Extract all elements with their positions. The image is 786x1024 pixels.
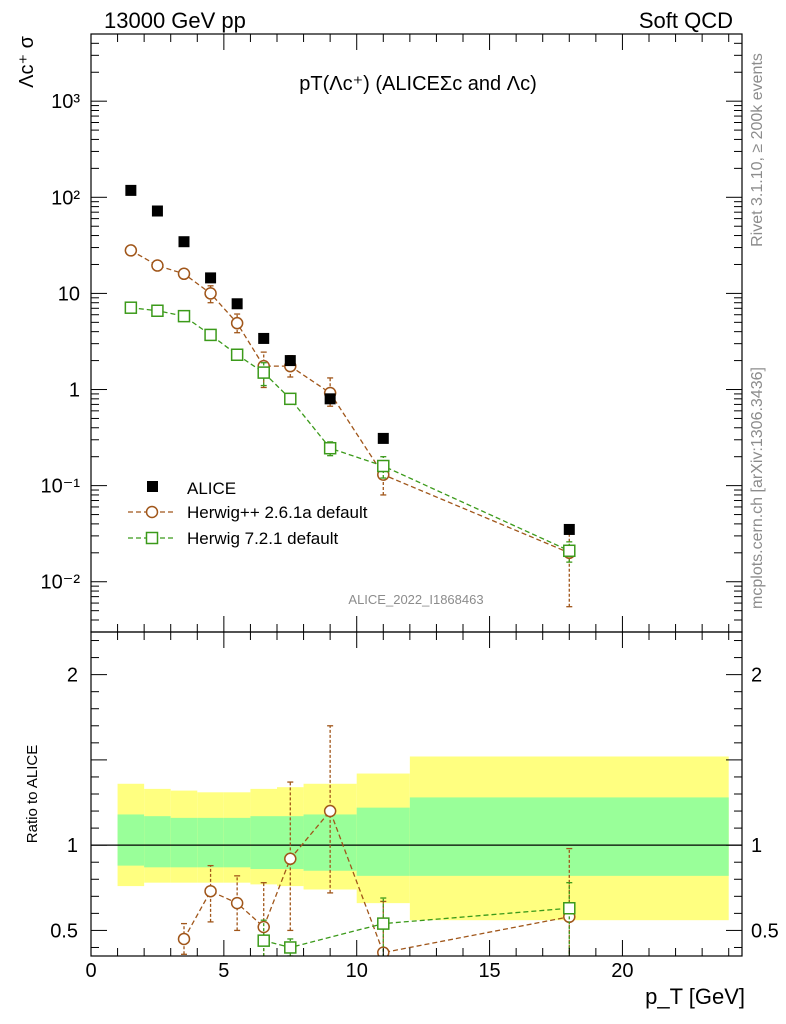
y-tick-label: 10 <box>58 283 80 305</box>
herwigpp-point <box>230 316 244 330</box>
herwig7-ratio-point <box>563 902 576 915</box>
y-tick-label: 10² <box>51 187 80 209</box>
x-tick-label: 15 <box>478 960 500 982</box>
herwig7-point <box>377 459 390 473</box>
main-plot: 10⁻² 10⁻¹ 1 10 10² 10³ pT(Λc⁺) (ALICEΣc and Λ… <box>16 33 743 633</box>
alice-point <box>324 393 336 405</box>
herwig7-ratio-point <box>257 934 270 947</box>
header-right: Soft QCD <box>639 8 733 33</box>
herwig7-point <box>204 328 217 342</box>
x-axis-label: p_T [GeV] <box>645 984 745 1009</box>
herwig7-line <box>130 307 570 552</box>
side-text-rivet: Rivet 3.1.10, ≥ 200k events <box>749 53 766 247</box>
y-tick-label: 1 <box>69 380 80 402</box>
herwigpp-ratio-point <box>204 884 217 898</box>
herwig7-ratio-point <box>284 941 297 954</box>
main-y-axis-label: Λc⁺ σ <box>16 35 38 87</box>
herwigpp-point <box>151 259 164 272</box>
x-tick-label: 5 <box>218 960 229 982</box>
y-tick-label-right: 2 <box>751 665 762 687</box>
herwig7-ratio-point <box>377 917 390 930</box>
herwig7-point <box>323 441 337 455</box>
x-tick-label: 20 <box>611 960 633 982</box>
y-tick-label: 2 <box>67 665 78 687</box>
x-tick-label: 10 <box>346 960 368 982</box>
x-tick-label: 0 <box>85 960 96 982</box>
herwig7-point <box>230 348 244 362</box>
legend-marker-alice <box>147 481 158 492</box>
alice-point <box>377 432 389 444</box>
watermark: ALICE_2022_I1868463 <box>348 592 483 607</box>
uncertainty-band-green <box>197 817 224 868</box>
uncertainty-band-green <box>409 797 729 876</box>
legend-marker-herwigpp <box>145 505 159 519</box>
herwig7-point <box>124 301 138 314</box>
legend-label-alice: ALICE <box>187 479 236 498</box>
y-tick-label: 1 <box>67 835 78 857</box>
herwig7-point <box>151 304 164 318</box>
alice-point <box>205 272 217 284</box>
herwig7-point <box>257 366 270 379</box>
legend-marker-herwig7 <box>145 531 159 545</box>
ratio-plot: 0 5 10 15 20 0.5 0.5 1 1 2 2 Ratio to ALICE p_T [G… <box>24 631 779 1009</box>
alice-point <box>178 236 190 248</box>
legend-label-herwigpp: Herwig++ 2.6.1a default <box>187 503 368 522</box>
y-tick-label-right: 0.5 <box>751 920 779 942</box>
alice-point <box>563 523 575 535</box>
y-tick-label: 10⁻² <box>41 572 81 594</box>
uncertainty-band-green <box>356 807 410 876</box>
herwig7-ratio-line <box>263 907 570 949</box>
herwig7-point <box>563 544 576 558</box>
herwigpp-point <box>204 287 217 300</box>
side-text-mcplots: mcplots.cern.ch [arXiv:1306.3436] <box>749 367 766 609</box>
legend: ALICE Herwig++ 2.6.1a default Herwig 7.2.1… <box>128 479 368 548</box>
ratio-y-axis-label: Ratio to ALICE <box>24 745 41 843</box>
uncertainty-band-green <box>223 817 251 868</box>
uncertainty-band-green <box>170 817 198 868</box>
y-tick-label-right: 1 <box>751 835 762 857</box>
herwigpp-ratio-point <box>230 896 244 910</box>
uncertainty-band-green <box>144 816 171 868</box>
uncertainty-band-green <box>250 816 277 870</box>
herwigpp-point <box>124 244 138 257</box>
herwig7-point <box>284 392 297 406</box>
alice-point <box>258 332 270 344</box>
herwigpp-ratio-point <box>177 932 191 946</box>
herwigpp-ratio-point <box>284 852 297 866</box>
y-tick-label: 10³ <box>51 91 80 113</box>
alice-point <box>231 298 243 310</box>
herwig7-point <box>177 309 191 323</box>
uncertainty-band-green <box>117 814 145 866</box>
herwigpp-ratio-point <box>257 920 270 934</box>
header-left: 13000 GeV pp <box>104 8 246 33</box>
legend-label-herwig7: Herwig 7.2.1 default <box>187 529 338 548</box>
alice-point <box>125 184 137 196</box>
y-tick-label: 10⁻¹ <box>41 476 81 498</box>
herwigpp-ratio-point <box>323 804 337 818</box>
main-title: pT(Λc⁺) (ALICEΣc and Λc) <box>299 73 536 95</box>
herwigpp-point <box>177 267 191 281</box>
y-tick-label: 0.5 <box>50 920 78 942</box>
alice-point <box>151 205 163 217</box>
alice-point <box>284 355 296 367</box>
herwigpp-line <box>130 249 570 554</box>
